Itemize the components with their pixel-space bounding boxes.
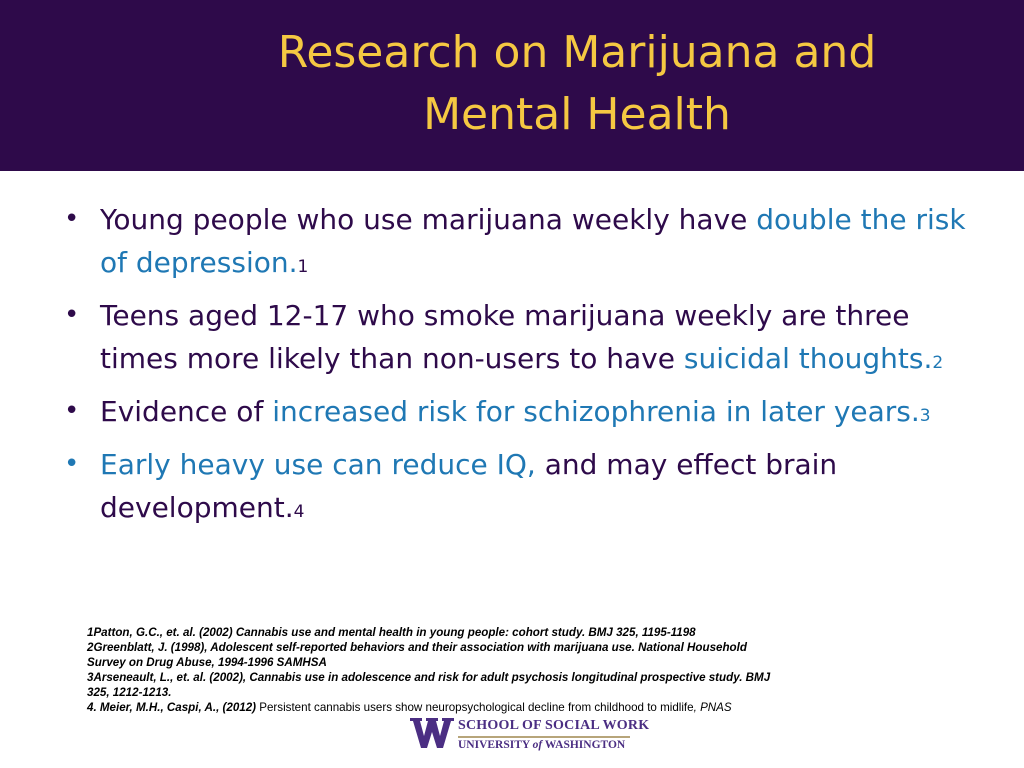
bullet-item: • Evidence of increased risk for schizop… bbox=[60, 390, 990, 438]
reference-4: 4. Meier, M.H., Caspi, A., (2012) Persis… bbox=[87, 700, 977, 715]
reference-marker: 4 bbox=[293, 502, 305, 522]
logo-university-name: UNIVERSITY of WASHINGTON bbox=[458, 739, 625, 751]
bullet-text: Teens aged 12-17 who smoke marijuana wee… bbox=[100, 299, 910, 375]
reference-4-title: Persistent cannabis users show neuropsyc… bbox=[256, 701, 694, 714]
reference-1: 1Patton, G.C., et. al. (2002) Cannabis u… bbox=[87, 626, 696, 639]
bullet-dot-icon: • bbox=[64, 300, 80, 330]
logo-university-of: of bbox=[532, 739, 543, 751]
logo-university-b: WASHINGTON bbox=[542, 739, 626, 751]
reference-3-line1: 3Arseneault, L., et. al. (2002), Cannabi… bbox=[87, 671, 771, 684]
bullet-highlight: double the risk of depression. bbox=[100, 203, 966, 279]
bullet-text: Young people who use marijuana weekly ha… bbox=[100, 203, 757, 236]
slide-title-line1: Research on Marijuana and bbox=[277, 27, 877, 78]
reference-3-line2: 325, 1212-1213. bbox=[87, 686, 172, 699]
logo-divider bbox=[458, 736, 630, 738]
references: 1Patton, G.C., et. al. (2002) Cannabis u… bbox=[87, 625, 977, 715]
bullet-highlight: suicidal thoughts. bbox=[683, 342, 933, 375]
bullet-item: • Young people who use marijuana weekly … bbox=[60, 198, 990, 289]
reference-2-line1: 2Greenblatt, J. (1998), Adolescent self-… bbox=[87, 641, 747, 654]
logo-university-a: UNIVERSITY bbox=[458, 739, 533, 751]
bullet-dot-icon: • bbox=[64, 396, 80, 426]
bullet-item: • Early heavy use can reduce IQ, and may… bbox=[60, 443, 990, 534]
bullet-text-after: and may effect brain development. bbox=[100, 448, 838, 524]
reference-4-separator: , bbox=[693, 701, 701, 714]
bullet-item: • Teens aged 12-17 who smoke marijuana w… bbox=[60, 294, 990, 385]
reference-marker: 2 bbox=[932, 353, 944, 373]
reference-marker: 3 bbox=[919, 406, 931, 426]
reference-marker: 1 bbox=[297, 257, 309, 277]
reference-2-line2: Survey on Drug Abuse, 1994-1996 SAMHSA bbox=[87, 656, 327, 669]
bullet-highlight: Early heavy use can reduce IQ, bbox=[100, 448, 536, 481]
logo-school-name: SCHOOL OF SOCIAL WORK bbox=[458, 718, 650, 733]
uw-w-logo-icon bbox=[410, 718, 454, 748]
school-logo: SCHOOL OF SOCIAL WORK UNIVERSITY of WASH… bbox=[410, 716, 670, 756]
slide-title-line2: Mental Health bbox=[423, 89, 731, 140]
reference-4-journal: PNAS bbox=[700, 701, 732, 714]
bullet-dot-icon: • bbox=[64, 204, 80, 234]
bullet-dot-icon: • bbox=[64, 449, 80, 479]
title-banner: Research on Marijuana and Mental Health bbox=[0, 0, 1024, 171]
bullet-highlight: increased risk for schizophrenia in late… bbox=[272, 395, 920, 428]
reference-4-authors: 4. Meier, M.H., Caspi, A., (2012) bbox=[87, 701, 257, 714]
slide-title: Research on Marijuana and Mental Health bbox=[150, 22, 1004, 146]
bullet-list: • Young people who use marijuana weekly … bbox=[60, 198, 990, 539]
bullet-text: Evidence of bbox=[100, 395, 273, 428]
